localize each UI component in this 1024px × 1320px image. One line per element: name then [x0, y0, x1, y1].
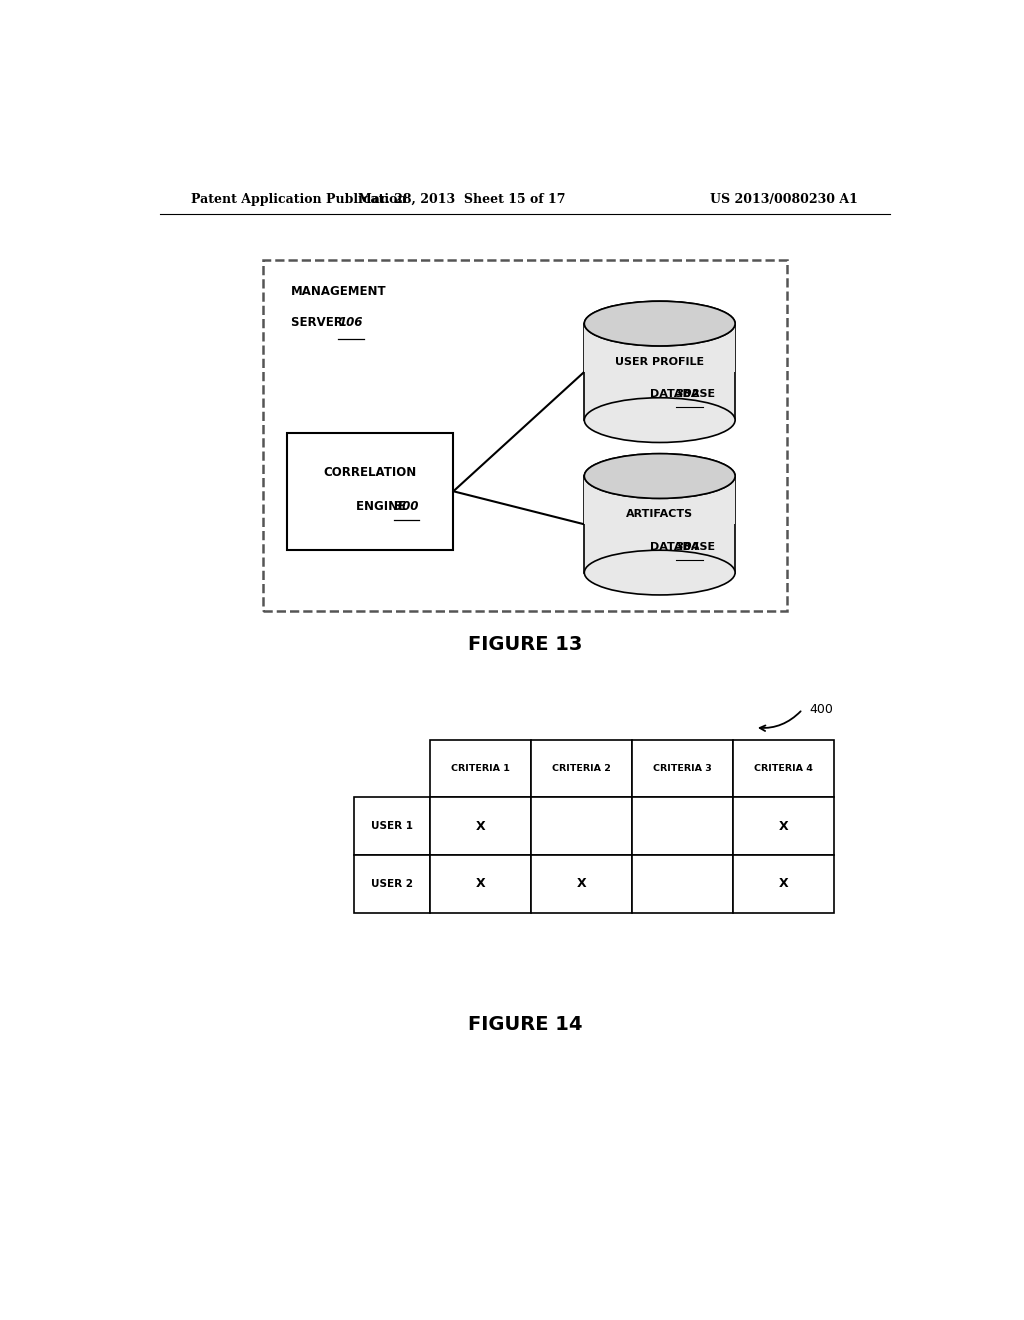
Text: X: X	[779, 820, 788, 833]
Text: CORRELATION: CORRELATION	[324, 466, 417, 479]
Text: CRITERIA 2: CRITERIA 2	[552, 764, 610, 774]
Text: X: X	[577, 878, 586, 890]
Text: SERVER: SERVER	[291, 315, 347, 329]
Ellipse shape	[585, 454, 735, 499]
Bar	[632, 797, 733, 855]
Text: X: X	[475, 878, 485, 890]
Ellipse shape	[585, 301, 735, 346]
Bar	[263, 260, 786, 611]
Text: Patent Application Publication: Patent Application Publication	[191, 193, 407, 206]
Text: USER 1: USER 1	[371, 821, 413, 832]
Text: 300: 300	[394, 500, 418, 513]
Text: DATABASE: DATABASE	[650, 389, 719, 399]
Bar	[632, 739, 733, 797]
Text: DATABASE: DATABASE	[650, 541, 719, 552]
Text: X: X	[475, 820, 485, 833]
Bar	[530, 797, 632, 855]
Text: ENGINE: ENGINE	[355, 500, 410, 513]
Bar	[287, 433, 454, 549]
Text: 302: 302	[676, 389, 698, 399]
Bar	[430, 855, 530, 912]
Text: FIGURE 14: FIGURE 14	[468, 1015, 582, 1034]
Text: USER 2: USER 2	[371, 879, 413, 888]
Bar	[585, 323, 735, 372]
Text: 106: 106	[338, 315, 362, 329]
Text: ARTIFACTS: ARTIFACTS	[626, 510, 693, 519]
Text: CRITERIA 1: CRITERIA 1	[451, 764, 510, 774]
Ellipse shape	[585, 550, 735, 595]
Text: USER PROFILE: USER PROFILE	[615, 356, 705, 367]
Bar	[632, 855, 733, 912]
Bar	[585, 477, 735, 524]
Text: Mar. 28, 2013  Sheet 15 of 17: Mar. 28, 2013 Sheet 15 of 17	[357, 193, 565, 206]
Text: MANAGEMENT: MANAGEMENT	[291, 285, 386, 298]
Bar	[733, 739, 835, 797]
Bar	[430, 739, 530, 797]
Text: CRITERIA 4: CRITERIA 4	[755, 764, 813, 774]
Bar	[354, 797, 430, 855]
Bar	[354, 855, 430, 912]
Bar	[430, 797, 530, 855]
Text: CRITERIA 3: CRITERIA 3	[653, 764, 712, 774]
Text: X: X	[779, 878, 788, 890]
Bar	[530, 739, 632, 797]
Ellipse shape	[585, 397, 735, 442]
Bar	[530, 855, 632, 912]
Ellipse shape	[585, 454, 735, 499]
Text: 304: 304	[676, 541, 698, 552]
Ellipse shape	[585, 301, 735, 346]
Text: US 2013/0080230 A1: US 2013/0080230 A1	[711, 193, 858, 206]
Bar	[585, 477, 735, 573]
Bar	[733, 855, 835, 912]
Bar	[585, 323, 735, 420]
Text: 400: 400	[809, 702, 833, 715]
Text: FIGURE 13: FIGURE 13	[468, 635, 582, 653]
Bar	[733, 797, 835, 855]
